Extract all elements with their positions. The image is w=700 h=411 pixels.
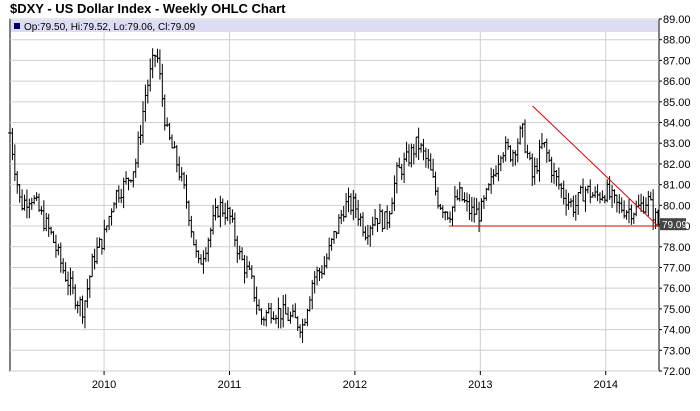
x-axis: 2010 2011 2012 2013 2014	[92, 371, 618, 391]
trendline-resistance	[532, 105, 659, 227]
ohlc-header-band	[11, 20, 658, 32]
trendlines	[448, 105, 659, 227]
grid-lines	[10, 18, 659, 372]
y-tick-label: 76.00	[663, 283, 691, 295]
y-tick-label: 82.00	[663, 159, 691, 171]
y-tick-label: 85.00	[663, 97, 691, 109]
y-axis: 72.0073.0074.0075.0076.0077.0078.0079.00…	[659, 14, 691, 378]
last-value-box	[660, 218, 686, 231]
ohlc-header-marker	[14, 23, 20, 29]
y-tick-label: 80.00	[663, 200, 691, 212]
y-tick-label: 81.00	[663, 180, 691, 192]
y-tick-label: 83.00	[663, 138, 691, 150]
x-tick-label: 2013	[468, 379, 492, 391]
y-tick-label: 72.00	[663, 366, 691, 378]
plot-area	[9, 18, 660, 372]
y-tick-label: 87.00	[663, 55, 691, 67]
y-tick-label: 77.00	[663, 262, 691, 274]
x-tick-label: 2014	[593, 379, 617, 391]
x-tick-label: 2010	[92, 379, 116, 391]
price-bars	[8, 48, 660, 343]
y-tick-label: 74.00	[663, 325, 691, 337]
y-tick-label: 89.00	[663, 14, 691, 26]
y-tick-label: 78.00	[663, 242, 691, 254]
y-tick-label: 86.00	[663, 76, 691, 88]
y-tick-label: 75.00	[663, 304, 691, 316]
x-tick-label: 2012	[343, 379, 367, 391]
chart-title: $DXY - US Dollar Index - Weekly OHLC Cha…	[10, 1, 286, 16]
ohlc-bar	[656, 209, 660, 227]
last-value-marker: 79.09	[660, 218, 687, 231]
ohlc-header-text: Op:79.50, Hi:79.52, Lo:79.06, Cl:79.09	[24, 22, 196, 33]
x-tick-label: 2011	[218, 379, 242, 391]
last-value-label: 79.09	[662, 220, 687, 231]
y-tick-label: 73.00	[663, 345, 691, 357]
y-tick-label: 88.00	[663, 35, 691, 47]
y-tick-label: 84.00	[663, 118, 691, 130]
